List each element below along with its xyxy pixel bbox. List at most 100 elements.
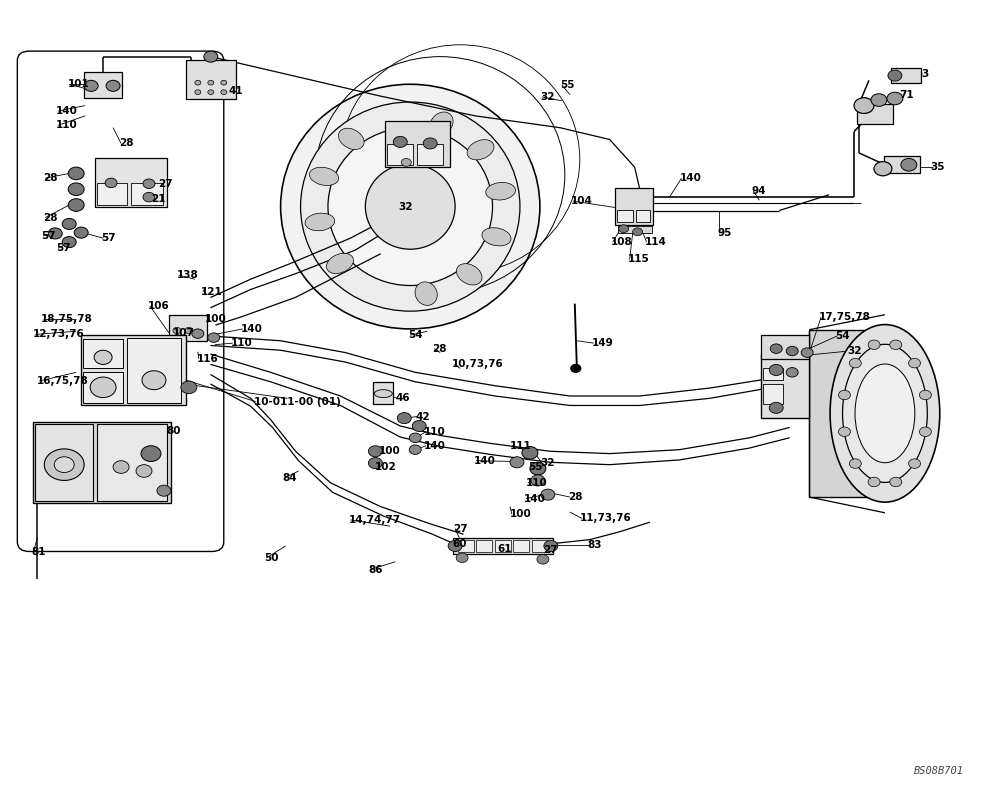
Circle shape — [208, 333, 220, 342]
Circle shape — [849, 359, 861, 367]
Bar — [763, 368, 783, 380]
Text: 115: 115 — [628, 254, 649, 265]
Ellipse shape — [301, 102, 520, 311]
Bar — [761, 353, 809, 418]
FancyBboxPatch shape — [17, 51, 224, 551]
Ellipse shape — [467, 139, 494, 160]
Circle shape — [874, 162, 892, 176]
Text: BS08B701: BS08B701 — [914, 767, 964, 776]
Ellipse shape — [830, 325, 940, 502]
Ellipse shape — [305, 213, 335, 230]
Bar — [763, 384, 783, 404]
Circle shape — [106, 80, 120, 91]
Circle shape — [393, 136, 407, 147]
Circle shape — [571, 364, 581, 372]
Text: 104: 104 — [571, 196, 593, 206]
Text: 28: 28 — [432, 344, 447, 354]
Circle shape — [208, 89, 214, 94]
Circle shape — [890, 478, 902, 487]
Text: 116: 116 — [197, 354, 219, 364]
Text: 110: 110 — [424, 427, 446, 436]
Text: 102: 102 — [374, 462, 396, 472]
Text: 71: 71 — [899, 89, 914, 100]
Circle shape — [68, 199, 84, 211]
Bar — [385, 121, 450, 167]
Circle shape — [619, 225, 629, 233]
Text: 55: 55 — [528, 462, 542, 472]
Circle shape — [143, 192, 155, 202]
Text: 83: 83 — [588, 540, 602, 550]
Circle shape — [74, 227, 88, 238]
Circle shape — [901, 158, 917, 171]
Text: 100: 100 — [378, 446, 400, 456]
Circle shape — [786, 346, 798, 356]
Text: 140: 140 — [680, 173, 701, 183]
Circle shape — [94, 350, 112, 364]
Ellipse shape — [415, 282, 437, 306]
Circle shape — [838, 390, 850, 400]
Ellipse shape — [374, 390, 392, 398]
Bar — [131, 183, 163, 205]
Circle shape — [770, 344, 782, 353]
Circle shape — [157, 485, 171, 497]
Text: 86: 86 — [368, 565, 383, 575]
Circle shape — [769, 364, 783, 375]
Text: 110: 110 — [231, 338, 252, 348]
Circle shape — [522, 447, 538, 459]
Text: 57: 57 — [56, 243, 71, 253]
Circle shape — [62, 219, 76, 230]
Ellipse shape — [281, 84, 540, 329]
Text: 57: 57 — [41, 230, 56, 241]
Circle shape — [368, 446, 382, 457]
Bar — [95, 158, 167, 207]
Circle shape — [448, 540, 462, 551]
Text: 121: 121 — [201, 287, 223, 297]
Circle shape — [919, 390, 931, 400]
Text: 41: 41 — [229, 86, 243, 97]
Text: 100: 100 — [205, 314, 227, 324]
Circle shape — [185, 327, 193, 333]
Bar — [373, 382, 393, 404]
Bar — [453, 538, 553, 554]
Bar — [532, 539, 548, 552]
Text: 3: 3 — [921, 69, 928, 79]
Circle shape — [84, 80, 98, 91]
Text: 61: 61 — [497, 544, 512, 554]
Circle shape — [54, 457, 74, 473]
Text: 46: 46 — [395, 394, 410, 403]
Text: 81: 81 — [31, 547, 46, 558]
Circle shape — [142, 371, 166, 390]
Text: 84: 84 — [283, 473, 297, 483]
Text: 32: 32 — [540, 92, 554, 102]
Text: 106: 106 — [148, 301, 170, 311]
Circle shape — [409, 433, 421, 443]
Text: 18,75,78: 18,75,78 — [41, 314, 93, 324]
Text: 28: 28 — [568, 492, 582, 502]
Circle shape — [769, 402, 783, 413]
Text: 28: 28 — [43, 173, 58, 183]
Text: 80: 80 — [166, 426, 180, 436]
Text: 100: 100 — [510, 509, 532, 520]
Circle shape — [181, 381, 197, 394]
Ellipse shape — [482, 228, 511, 246]
Text: 55: 55 — [560, 80, 574, 90]
Circle shape — [510, 457, 524, 468]
Circle shape — [888, 70, 902, 81]
Circle shape — [423, 138, 437, 149]
Circle shape — [368, 458, 382, 469]
Circle shape — [195, 80, 201, 85]
Bar — [618, 226, 652, 234]
Bar — [84, 72, 122, 97]
Ellipse shape — [843, 345, 927, 482]
Circle shape — [530, 463, 546, 475]
Circle shape — [854, 97, 874, 113]
Circle shape — [113, 461, 129, 474]
Circle shape — [544, 540, 558, 551]
Circle shape — [412, 421, 426, 432]
Circle shape — [849, 459, 861, 468]
Bar — [761, 335, 809, 359]
Bar — [617, 210, 633, 223]
Text: 32: 32 — [540, 458, 554, 468]
Text: 94: 94 — [751, 186, 766, 196]
Circle shape — [204, 51, 218, 62]
